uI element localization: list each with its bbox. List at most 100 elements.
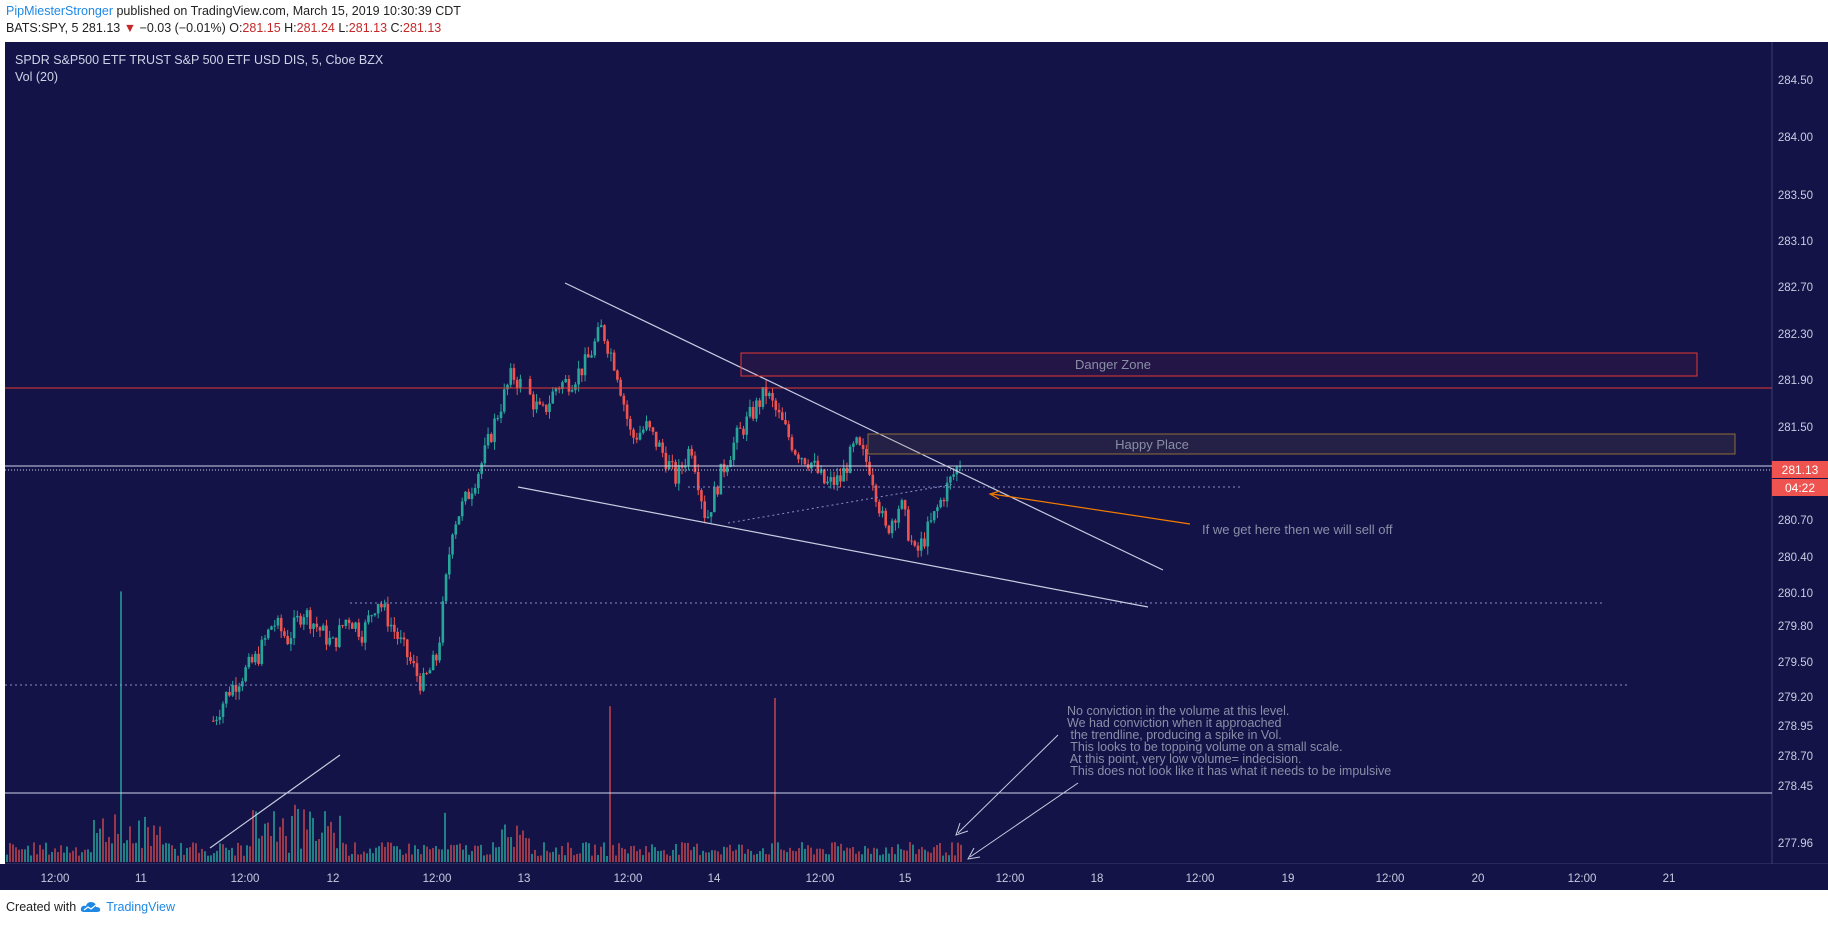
- volume-bar: [702, 850, 704, 862]
- volume-bar: [513, 846, 515, 862]
- volume-bar: [573, 855, 575, 862]
- volume-bar: [54, 848, 56, 862]
- volume-bar: [810, 847, 812, 862]
- volume-bar: [543, 842, 545, 862]
- volume-bar: [924, 849, 926, 862]
- candle-body: [845, 467, 849, 473]
- candle-body: [519, 378, 522, 389]
- price-tick: 279.80: [1778, 621, 1813, 633]
- volume-bar: [669, 855, 671, 862]
- volume-bar: [552, 851, 554, 862]
- candle-body: [328, 637, 331, 645]
- candle-body: [603, 325, 606, 342]
- volume-bar: [954, 855, 956, 862]
- candle-body: [544, 404, 548, 413]
- volume-bar: [174, 848, 176, 862]
- volume-arrowhead-1-icon: [955, 822, 969, 836]
- candle-body: [360, 636, 364, 643]
- volume-bar: [87, 849, 89, 862]
- candle-body: [376, 603, 380, 614]
- volume-bar: [567, 842, 569, 862]
- volume-bar: [813, 854, 815, 862]
- volume-bar: [84, 849, 86, 862]
- candle-body: [431, 654, 435, 671]
- volume-bar: [348, 855, 350, 862]
- candle-body: [787, 424, 791, 438]
- candle-body: [467, 491, 470, 500]
- volume-bar: [957, 842, 959, 862]
- volume-bar: [903, 850, 905, 862]
- volume-bar: [486, 854, 488, 862]
- volume-bar: [36, 854, 38, 862]
- time-tick: 13: [518, 873, 531, 885]
- price-tick: 280.70: [1778, 515, 1813, 527]
- volume-bar: [291, 815, 293, 862]
- volume-bar: [759, 851, 761, 862]
- tradingview-cloud-icon: [80, 902, 101, 912]
- volume-bar: [12, 844, 14, 862]
- time-axis[interactable]: [0, 864, 1828, 890]
- volume-trendline[interactable]: [209, 754, 341, 849]
- time-tick: 11: [135, 873, 147, 885]
- author-link[interactable]: PipMiesterStronger: [6, 4, 113, 18]
- candle-body: [713, 486, 716, 513]
- volume-bar: [234, 855, 236, 862]
- candle-body: [260, 639, 264, 664]
- volume-bar: [312, 817, 314, 862]
- candle-body: [793, 450, 797, 455]
- volume-bar: [960, 844, 962, 862]
- time-tick: 12:00: [423, 873, 452, 885]
- candle-body: [480, 463, 483, 474]
- candle-body: [894, 520, 897, 523]
- tradingview-brand-link[interactable]: TradingView: [106, 900, 175, 914]
- candle-body: [415, 663, 419, 677]
- descending-trendline[interactable]: [564, 282, 1164, 571]
- price-tick: 279.20: [1778, 692, 1813, 704]
- volume-bar: [663, 850, 665, 862]
- danger-zone-box[interactable]: [740, 352, 1698, 377]
- lower-trendline[interactable]: [517, 486, 1149, 608]
- volume-bar: [561, 845, 563, 862]
- candle-body: [499, 411, 503, 419]
- volume-bar: [45, 842, 47, 862]
- candle-body: [218, 716, 222, 720]
- candle-body: [515, 379, 519, 389]
- volume-bar: [531, 853, 533, 862]
- candle-body: [945, 482, 949, 502]
- candle-body: [952, 474, 955, 477]
- volume-bar: [96, 833, 98, 862]
- volume-bar: [324, 811, 326, 862]
- volume-bar: [39, 844, 41, 862]
- low-label: L:: [338, 21, 349, 35]
- candle-body: [625, 404, 629, 419]
- volume-arrow-2[interactable]: [969, 782, 1079, 858]
- price-axis[interactable]: [1772, 42, 1828, 864]
- volume-bar: [201, 848, 203, 862]
- volume-bar: [645, 846, 647, 862]
- time-tick: 12:00: [41, 873, 70, 885]
- volume-bar: [51, 851, 53, 862]
- volume-bar: [285, 836, 287, 862]
- volume-arrow-1[interactable]: [957, 734, 1059, 834]
- volume-bar: [246, 845, 248, 862]
- candle-body: [858, 437, 862, 445]
- sell-off-arrow[interactable]: [991, 493, 1191, 525]
- volume-bar: [570, 848, 572, 862]
- volume-bar: [582, 842, 584, 862]
- price-tick: 281.50: [1778, 422, 1813, 434]
- candle-body: [651, 427, 655, 432]
- volume-bar: [777, 842, 779, 862]
- volume-bar: [117, 833, 119, 862]
- volume-indicator-label[interactable]: Vol (20): [15, 70, 58, 84]
- volume-bar: [915, 853, 917, 862]
- candle-body: [464, 491, 467, 502]
- volume-bar: [771, 843, 773, 862]
- volume-bar: [705, 852, 707, 862]
- volume-bar: [594, 844, 596, 862]
- volume-bar: [318, 838, 320, 862]
- plot-area[interactable]: [5, 42, 1772, 864]
- happy-place-box[interactable]: [867, 433, 1736, 455]
- candle-body: [606, 341, 609, 354]
- volume-bar: [204, 851, 206, 862]
